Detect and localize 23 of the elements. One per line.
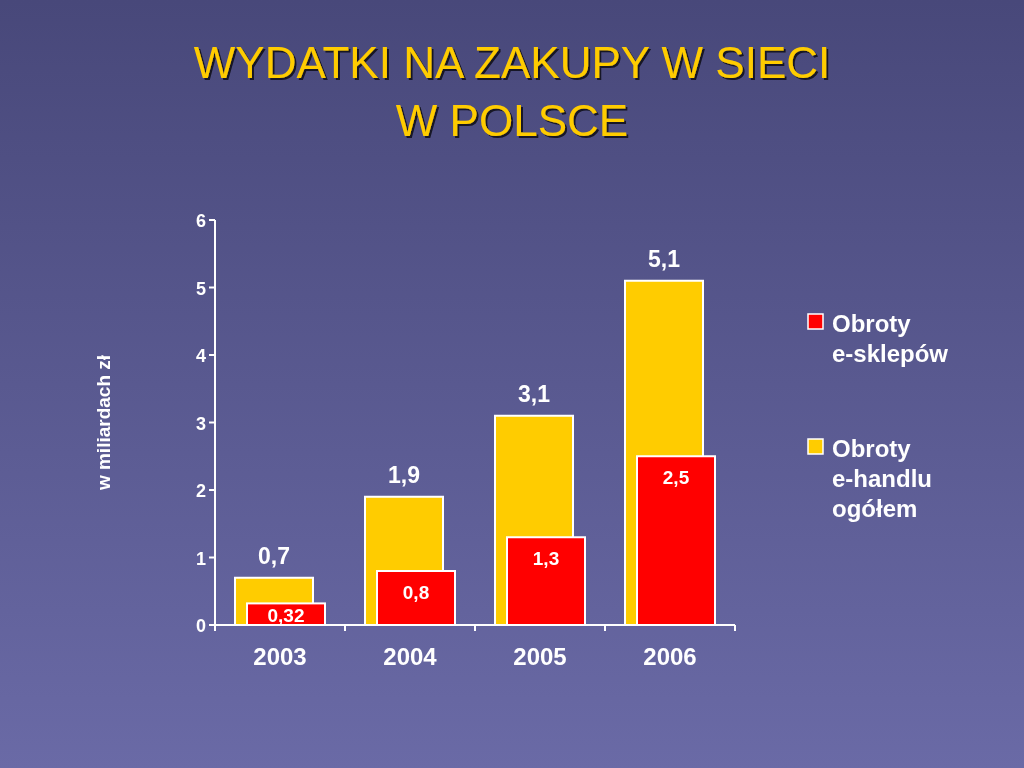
- data-label: 2,5: [662, 467, 690, 489]
- chart-title: WYDATKI NA ZAKUPY W SIECI W POLSCE: [193, 38, 831, 145]
- data-label: 1,9: [388, 461, 420, 488]
- y-tick-label: 3: [195, 413, 206, 434]
- data-label: 0,8: [402, 582, 430, 603]
- x-tick-label: 2004: [383, 643, 438, 670]
- x-tick-label: 2006: [643, 643, 697, 670]
- data-label: 1,3: [532, 548, 560, 570]
- y-axis-title: w miliardach zł: [93, 354, 114, 492]
- y-tick-label: 5: [195, 278, 206, 299]
- y-tick-label: 6: [195, 211, 206, 231]
- y-tick-label: 2: [195, 481, 206, 501]
- data-label: 5,1: [648, 245, 681, 272]
- y-tick-label: 0: [195, 616, 206, 636]
- data-label: 0,32: [267, 605, 305, 626]
- legend-label: Obroty e-sklepów: [832, 310, 949, 367]
- y-tick-label: 1: [195, 548, 206, 569]
- x-tick-label: 2005: [513, 643, 567, 670]
- y-tick-label: 4: [195, 346, 206, 366]
- data-label: 3,1: [518, 380, 551, 407]
- legend-label: Obroty e-handlu ogółem: [832, 435, 932, 522]
- x-tick-label: 2003: [253, 643, 307, 670]
- data-label: 0,7: [258, 542, 290, 569]
